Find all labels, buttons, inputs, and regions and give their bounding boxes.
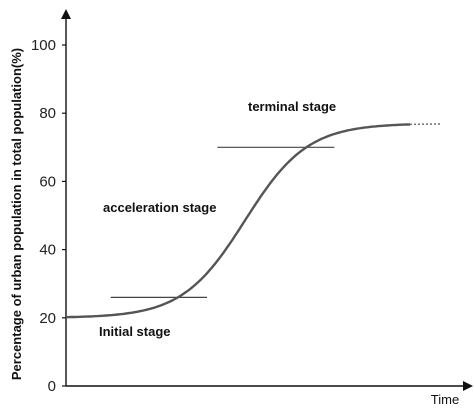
x-axis-title: Time — [431, 392, 459, 407]
y-axis-title: Percentage of urban population in total … — [9, 48, 24, 380]
y-tick-label: 40 — [39, 242, 56, 259]
acceleration-stage-label: acceleration stage — [103, 200, 216, 215]
y-tick-label: 80 — [39, 105, 56, 122]
curve-extension-dotted — [409, 123, 443, 126]
urbanization-curve — [65, 123, 411, 319]
y-tick-group: 0 20 40 60 80 100 — [31, 37, 66, 395]
y-tick-label: 0 — [48, 378, 56, 395]
initial-stage-label: Initial stage — [99, 324, 171, 339]
y-tick-label: 20 — [39, 310, 56, 327]
y-tick-label: 100 — [31, 37, 56, 54]
terminal-stage-label: terminal stage — [248, 99, 336, 114]
y-tick-label: 60 — [39, 173, 56, 190]
stage-boundary-lines — [110, 146, 335, 298]
